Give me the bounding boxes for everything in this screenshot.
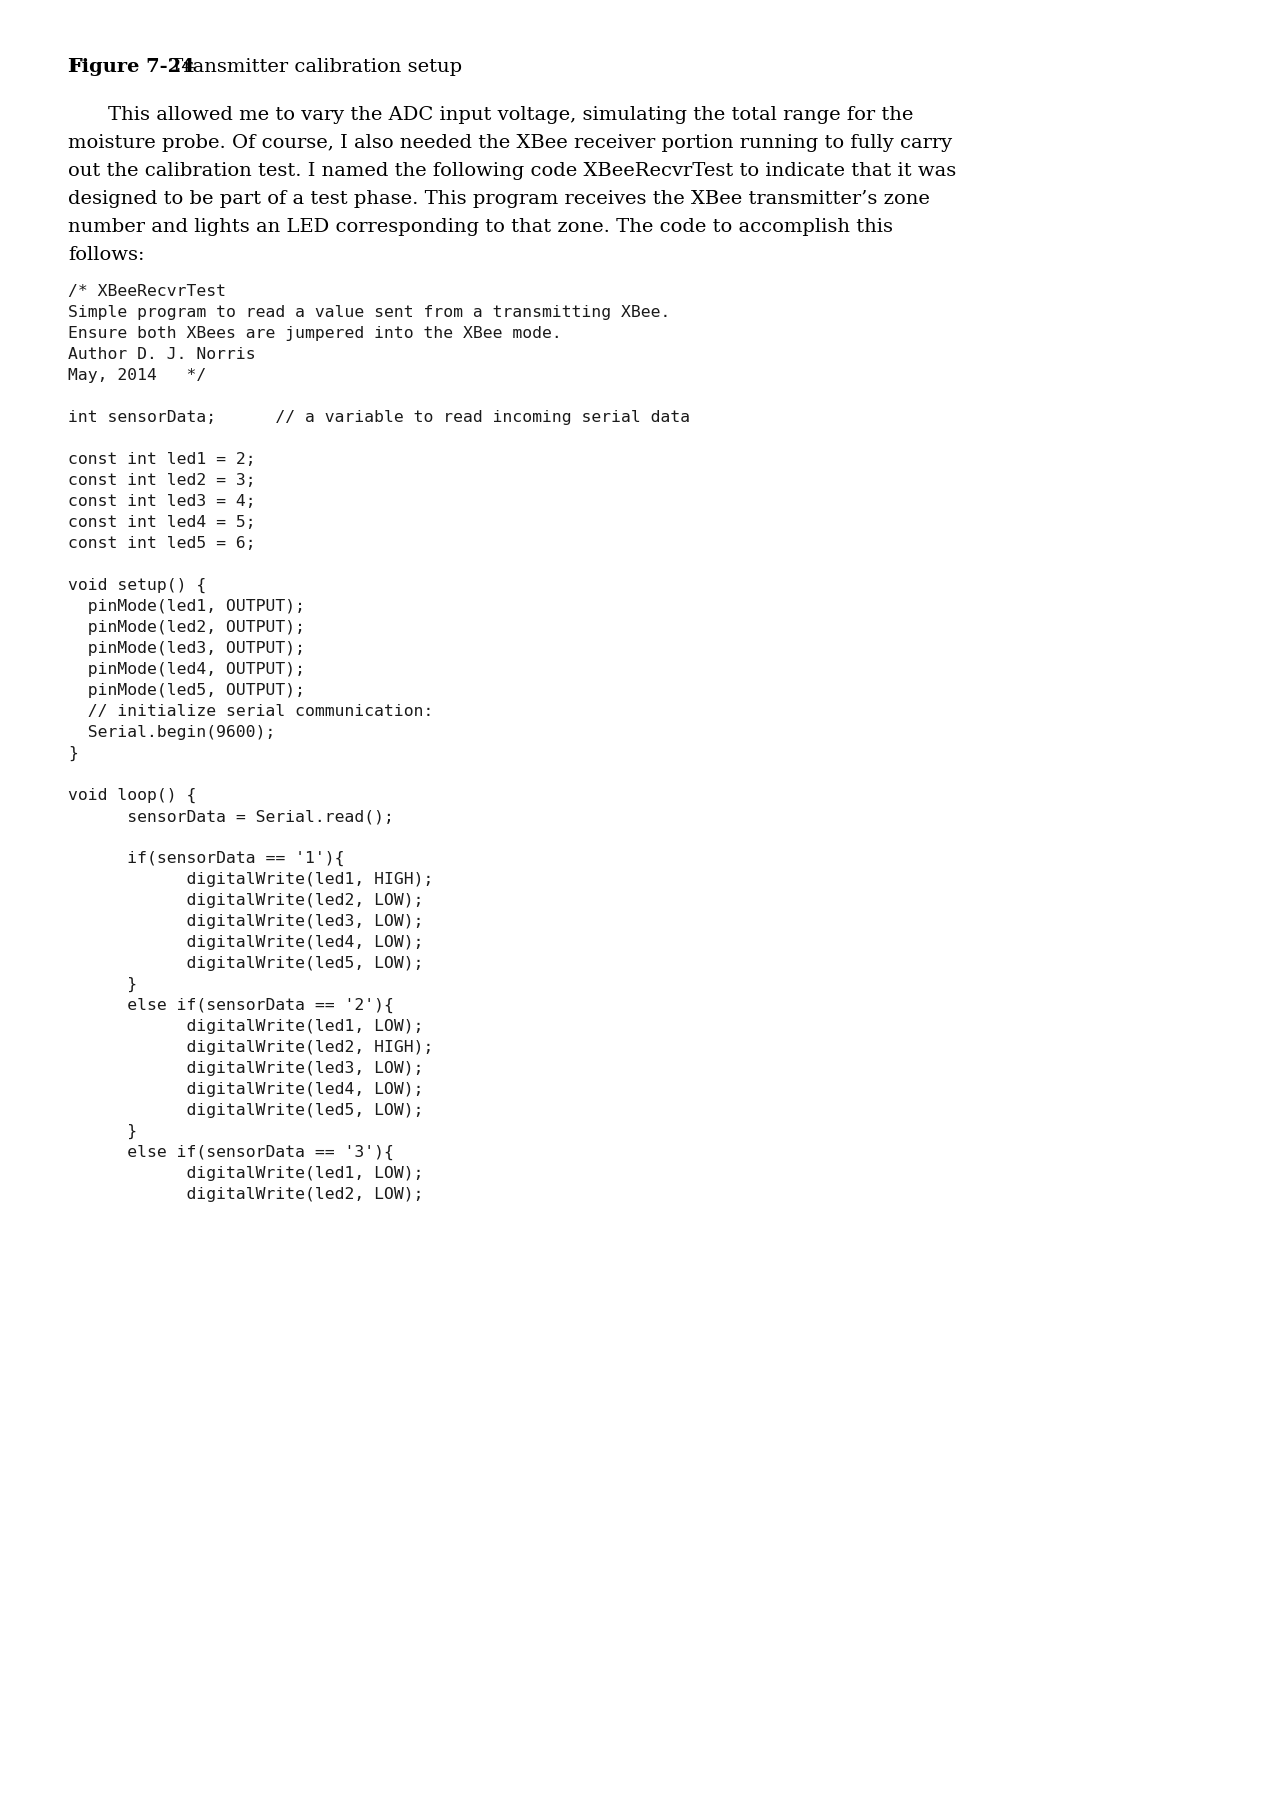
Text: pinMode(led2, OUTPUT);: pinMode(led2, OUTPUT);: [68, 620, 305, 635]
Text: sensorData = Serial.read();: sensorData = Serial.read();: [68, 809, 394, 825]
Text: digitalWrite(led3, LOW);: digitalWrite(led3, LOW);: [68, 1062, 424, 1076]
Text: Author D. J. Norris: Author D. J. Norris: [68, 347, 256, 362]
Text: digitalWrite(led5, LOW);: digitalWrite(led5, LOW);: [68, 1103, 424, 1118]
Text: digitalWrite(led3, LOW);: digitalWrite(led3, LOW);: [68, 914, 424, 930]
Text: else if(sensorData == '3'){: else if(sensorData == '3'){: [68, 1145, 394, 1160]
Text: Serial.begin(9600);: Serial.begin(9600);: [68, 725, 275, 740]
Text: digitalWrite(led4, LOW);: digitalWrite(led4, LOW);: [68, 935, 424, 950]
Text: digitalWrite(led5, LOW);: digitalWrite(led5, LOW);: [68, 955, 424, 971]
Text: digitalWrite(led2, HIGH);: digitalWrite(led2, HIGH);: [68, 1040, 434, 1055]
Text: Figure 7-24: Figure 7-24: [68, 58, 195, 76]
Text: moisture probe. Of course, I also needed the XBee receiver portion running to fu: moisture probe. Of course, I also needed…: [68, 134, 952, 152]
Text: digitalWrite(led4, LOW);: digitalWrite(led4, LOW);: [68, 1082, 424, 1096]
Text: void loop() {: void loop() {: [68, 789, 196, 803]
Text: digitalWrite(led1, LOW);: digitalWrite(led1, LOW);: [68, 1167, 424, 1181]
Text: digitalWrite(led1, LOW);: digitalWrite(led1, LOW);: [68, 1018, 424, 1035]
Text: const int led5 = 6;: const int led5 = 6;: [68, 535, 256, 552]
Text: }: }: [68, 977, 137, 991]
Text: designed to be part of a test phase. This program receives the XBee transmitter’: designed to be part of a test phase. Thi…: [68, 190, 929, 208]
Text: // initialize serial communication:: // initialize serial communication:: [68, 704, 434, 718]
Text: const int led2 = 3;: const int led2 = 3;: [68, 472, 256, 488]
Text: pinMode(led1, OUTPUT);: pinMode(led1, OUTPUT);: [68, 599, 305, 613]
Text: }: }: [68, 745, 78, 762]
Text: Simple program to read a value sent from a transmitting XBee.: Simple program to read a value sent from…: [68, 306, 671, 320]
Text: May, 2014   */: May, 2014 */: [68, 367, 206, 384]
Text: Transmitter calibration setup: Transmitter calibration setup: [164, 58, 462, 76]
Text: /* XBeeRecvrTest: /* XBeeRecvrTest: [68, 284, 227, 298]
Text: number and lights an LED corresponding to that zone. The code to accomplish this: number and lights an LED corresponding t…: [68, 219, 893, 235]
Text: digitalWrite(led2, LOW);: digitalWrite(led2, LOW);: [68, 1187, 424, 1201]
Text: digitalWrite(led2, LOW);: digitalWrite(led2, LOW);: [68, 894, 424, 908]
Text: if(sensorData == '1'){: if(sensorData == '1'){: [68, 850, 344, 867]
Text: out the calibration test. I named the following code XBeeRecvrTest to indicate t: out the calibration test. I named the fo…: [68, 163, 956, 181]
Text: void setup() {: void setup() {: [68, 579, 206, 593]
Text: pinMode(led3, OUTPUT);: pinMode(led3, OUTPUT);: [68, 640, 305, 657]
Text: pinMode(led5, OUTPUT);: pinMode(led5, OUTPUT);: [68, 684, 305, 698]
Text: else if(sensorData == '2'){: else if(sensorData == '2'){: [68, 999, 394, 1013]
Text: digitalWrite(led1, HIGH);: digitalWrite(led1, HIGH);: [68, 872, 434, 886]
Text: F: F: [68, 58, 82, 76]
Text: This allowed me to vary the ADC input voltage, simulating the total range for th: This allowed me to vary the ADC input vo…: [108, 107, 914, 125]
Text: }: }: [68, 1123, 137, 1140]
Text: int sensorData;      // a variable to read incoming serial data: int sensorData; // a variable to read in…: [68, 411, 690, 425]
Text: pinMode(led4, OUTPUT);: pinMode(led4, OUTPUT);: [68, 662, 305, 677]
Text: const int led1 = 2;: const int led1 = 2;: [68, 452, 256, 467]
Text: follows:: follows:: [68, 246, 145, 264]
Text: Ensure both XBees are jumpered into the XBee mode.: Ensure both XBees are jumpered into the …: [68, 326, 562, 342]
Text: const int led3 = 4;: const int led3 = 4;: [68, 494, 256, 508]
Text: const int led4 = 5;: const int led4 = 5;: [68, 516, 256, 530]
